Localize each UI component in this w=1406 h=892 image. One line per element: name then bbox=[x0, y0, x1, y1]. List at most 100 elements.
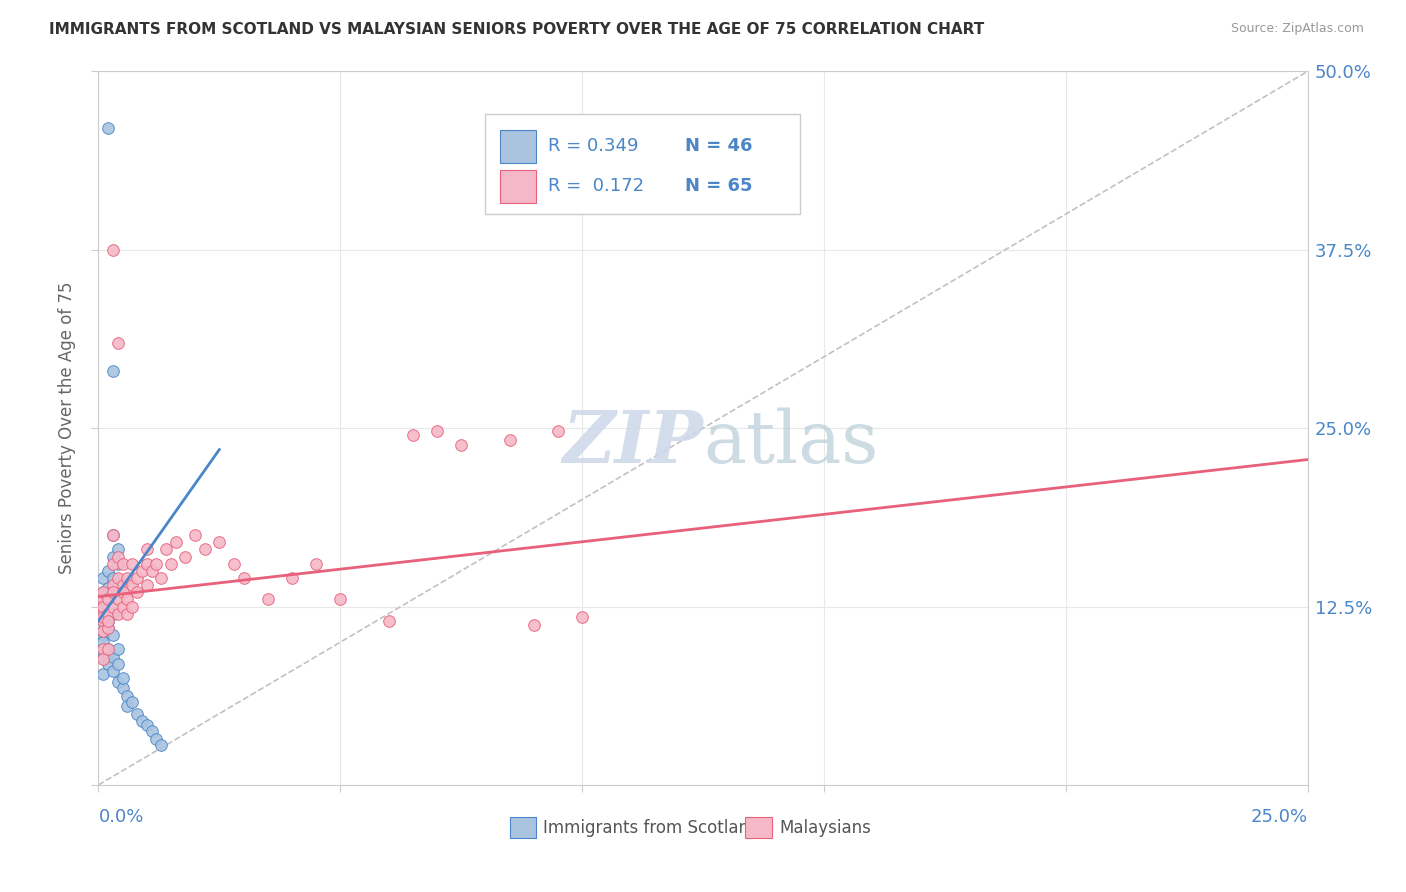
Point bbox=[97, 607, 120, 621]
Point bbox=[160, 557, 183, 571]
Text: Malaysians: Malaysians bbox=[779, 819, 872, 837]
Point bbox=[91, 609, 114, 624]
Text: R = 0.349: R = 0.349 bbox=[548, 137, 638, 155]
Point bbox=[91, 628, 114, 642]
Point bbox=[523, 618, 546, 632]
Point bbox=[97, 581, 120, 595]
Text: Immigrants from Scotland: Immigrants from Scotland bbox=[543, 819, 759, 837]
Point bbox=[498, 433, 520, 447]
Text: atlas: atlas bbox=[703, 407, 879, 478]
Point bbox=[150, 738, 173, 752]
Point bbox=[91, 585, 114, 599]
Point bbox=[377, 614, 399, 628]
Point bbox=[135, 557, 157, 571]
Point bbox=[97, 642, 120, 657]
Point bbox=[547, 424, 569, 438]
Point bbox=[97, 621, 120, 635]
Point bbox=[117, 690, 139, 704]
Point bbox=[131, 564, 153, 578]
Point bbox=[150, 571, 173, 585]
Point bbox=[145, 557, 167, 571]
Point bbox=[571, 609, 593, 624]
Bar bbox=[745, 817, 772, 838]
Point bbox=[135, 578, 157, 592]
Point bbox=[97, 592, 120, 607]
Point bbox=[141, 723, 163, 738]
Point bbox=[107, 607, 129, 621]
Text: Source: ZipAtlas.com: Source: ZipAtlas.com bbox=[1230, 22, 1364, 36]
Text: N = 46: N = 46 bbox=[685, 137, 752, 155]
Point bbox=[101, 578, 124, 592]
Point bbox=[101, 607, 124, 621]
Point bbox=[141, 564, 163, 578]
Point bbox=[97, 621, 120, 635]
Point bbox=[194, 542, 217, 557]
Point bbox=[232, 571, 254, 585]
Point bbox=[91, 599, 114, 614]
Bar bbox=[509, 817, 536, 838]
Point bbox=[402, 428, 425, 442]
Point bbox=[107, 592, 129, 607]
Point bbox=[111, 557, 134, 571]
Point bbox=[131, 714, 153, 728]
Point bbox=[97, 614, 120, 628]
Point bbox=[281, 571, 304, 585]
Text: 25.0%: 25.0% bbox=[1250, 808, 1308, 826]
Point bbox=[101, 364, 124, 378]
Point bbox=[111, 681, 134, 695]
Point bbox=[107, 542, 129, 557]
Point bbox=[101, 528, 124, 542]
Point bbox=[101, 585, 124, 599]
Point bbox=[101, 528, 124, 542]
Point bbox=[111, 599, 134, 614]
Point bbox=[91, 666, 114, 681]
Text: R =  0.172: R = 0.172 bbox=[548, 178, 644, 195]
Y-axis label: Seniors Poverty Over the Age of 75: Seniors Poverty Over the Age of 75 bbox=[58, 282, 76, 574]
Text: 0.0%: 0.0% bbox=[98, 808, 143, 826]
Point bbox=[107, 571, 129, 585]
Point bbox=[111, 578, 134, 592]
Point bbox=[97, 592, 120, 607]
Point bbox=[91, 642, 114, 657]
Point bbox=[91, 592, 114, 607]
Point bbox=[97, 647, 120, 661]
Point bbox=[101, 243, 124, 257]
Point bbox=[222, 557, 245, 571]
Point bbox=[91, 599, 114, 614]
Point bbox=[91, 624, 114, 638]
Point bbox=[208, 535, 231, 549]
Point bbox=[165, 535, 187, 549]
Point bbox=[329, 592, 352, 607]
Point bbox=[107, 335, 129, 350]
Point bbox=[91, 635, 114, 649]
Point bbox=[107, 549, 129, 564]
Point bbox=[145, 732, 167, 747]
Point bbox=[117, 607, 139, 621]
Point bbox=[91, 652, 114, 666]
Point bbox=[101, 649, 124, 664]
Point bbox=[91, 607, 114, 621]
Point bbox=[91, 609, 114, 624]
Point bbox=[117, 571, 139, 585]
Point bbox=[117, 699, 139, 714]
Point bbox=[101, 571, 124, 585]
Text: ZIP: ZIP bbox=[562, 407, 703, 478]
Point bbox=[91, 614, 114, 628]
Point bbox=[121, 695, 143, 709]
Point bbox=[101, 664, 124, 678]
Point bbox=[127, 706, 149, 721]
Bar bbox=[501, 130, 536, 162]
Point bbox=[121, 578, 143, 592]
Point bbox=[97, 614, 120, 628]
Point bbox=[135, 718, 157, 732]
Point bbox=[107, 642, 129, 657]
Point bbox=[111, 585, 134, 599]
Point bbox=[127, 585, 149, 599]
Point bbox=[91, 649, 114, 664]
Point bbox=[101, 628, 124, 642]
Point bbox=[91, 642, 114, 657]
Point bbox=[450, 438, 472, 452]
Point bbox=[91, 614, 114, 628]
Point bbox=[426, 424, 449, 438]
FancyBboxPatch shape bbox=[485, 114, 800, 214]
